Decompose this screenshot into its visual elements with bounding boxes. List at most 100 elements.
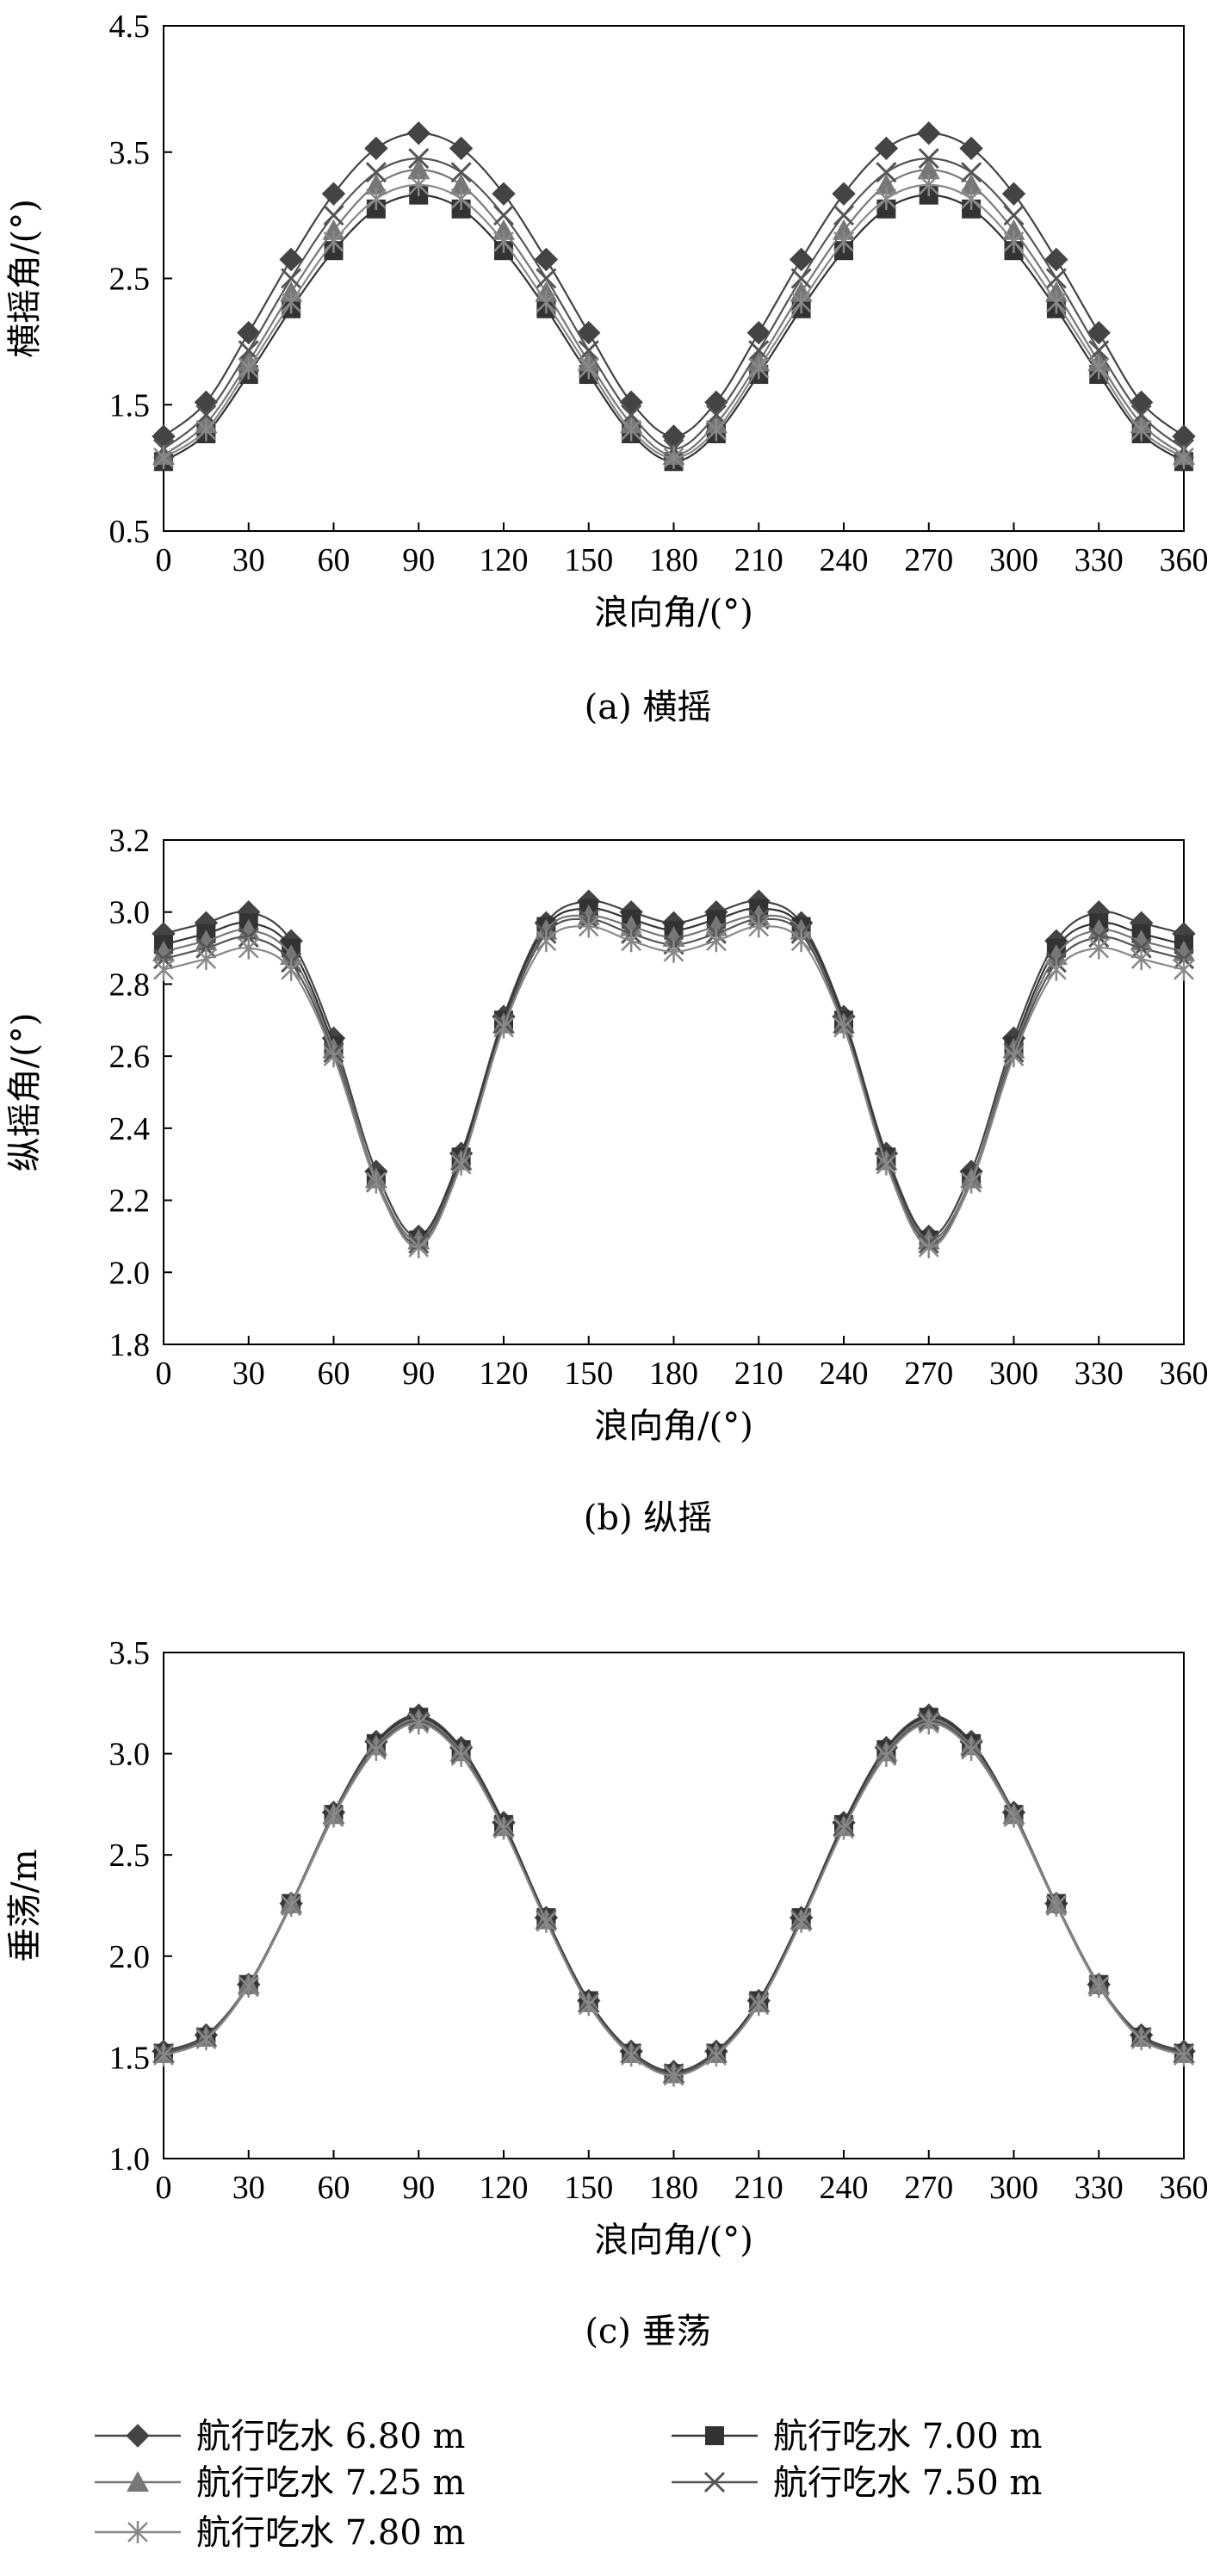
data-point	[449, 136, 474, 161]
data-point	[238, 340, 259, 361]
x-tick-label: 300	[989, 1356, 1038, 1392]
series-line	[163, 1716, 1185, 2075]
data-point	[536, 291, 557, 314]
data-point	[621, 930, 642, 953]
data-point	[536, 1910, 557, 1933]
data-point	[1130, 948, 1152, 971]
data-point	[279, 247, 303, 272]
y-tick-label: 2.2	[109, 1183, 151, 1220]
data-point	[408, 148, 430, 170]
x-tick-label: 0	[156, 2170, 172, 2206]
y-tick-label: 2.5	[109, 262, 151, 298]
data-point	[578, 340, 599, 361]
data-point	[195, 418, 217, 442]
y-tick-label: 2.0	[109, 1255, 151, 1291]
x-tick-label: 30	[232, 1356, 265, 1392]
data-point	[1087, 918, 1111, 940]
data-point	[876, 162, 897, 183]
chart-panel-0: 0 30 60 90 120 150 180 210 240 270 300 330 360 0.5 1.5…	[5, 9, 1209, 727]
data-point	[364, 136, 388, 161]
data-point	[408, 1712, 430, 1735]
y-tick-label: 2.8	[109, 967, 151, 1003]
series-line	[163, 1720, 1185, 2075]
legend-marker	[127, 2471, 149, 2492]
data-point	[323, 1805, 344, 1828]
data-point	[918, 1235, 939, 1258]
data-point	[1174, 446, 1194, 469]
y-tick-label: 3.0	[109, 895, 151, 931]
data-point	[323, 1045, 344, 1068]
data-point	[1088, 356, 1110, 380]
series-3	[152, 148, 1195, 460]
data-point	[961, 1171, 982, 1194]
data-point	[748, 340, 770, 361]
legend-marker	[126, 2424, 150, 2448]
data-point	[833, 230, 854, 253]
data-point	[1173, 940, 1195, 961]
data-point	[1003, 1805, 1025, 1828]
series-2	[152, 1708, 1195, 2084]
data-point	[449, 173, 473, 195]
chart-caption: (c) 垂荡	[585, 2312, 710, 2351]
y-tick-label: 1.0	[109, 2141, 151, 2178]
data-point	[619, 390, 643, 415]
legend-label: 航行吃水 7.80 m	[196, 2513, 465, 2553]
legend-item-1: 航行吃水 7.00 m	[672, 2417, 1042, 2456]
data-point	[1088, 1975, 1110, 1998]
data-point	[153, 2044, 174, 2067]
data-point	[408, 173, 430, 196]
data-point	[450, 162, 472, 183]
x-tick-label: 120	[480, 1356, 529, 1392]
x-tick-label: 240	[820, 542, 869, 578]
series-line	[163, 132, 1185, 438]
data-point	[876, 1744, 897, 1767]
data-point	[195, 930, 218, 951]
legend-item-2: 航行吃水 7.25 m	[95, 2463, 465, 2503]
series-line	[163, 1718, 1185, 2075]
data-point	[833, 1016, 854, 1039]
x-tick-label: 330	[1074, 2170, 1124, 2206]
legend-item-0: 航行吃水 6.80 m	[95, 2417, 465, 2456]
data-point	[1003, 230, 1025, 253]
data-point	[874, 136, 899, 161]
x-tick-label: 150	[564, 1356, 613, 1392]
x-tick-label: 0	[156, 542, 172, 578]
legend-item-4: 航行吃水 7.80 m	[95, 2513, 465, 2553]
data-point	[1001, 182, 1026, 206]
data-point	[493, 1016, 514, 1039]
x-tick-label: 60	[318, 542, 350, 578]
data-point	[918, 1712, 939, 1735]
data-point	[790, 291, 812, 314]
data-point	[195, 2028, 217, 2051]
y-tick-label: 3.5	[109, 135, 151, 171]
data-point	[365, 1738, 387, 1761]
data-point	[1045, 958, 1067, 981]
data-point	[961, 188, 982, 211]
x-tick-label: 270	[904, 2170, 953, 2206]
legend-label: 航行吃水 6.80 m	[196, 2417, 465, 2456]
data-point	[1044, 943, 1068, 965]
x-tick-label: 90	[402, 542, 435, 578]
x-tick-label: 300	[989, 2170, 1038, 2206]
x-axis-label: 浪向角/(°)	[594, 1406, 753, 1446]
data-point	[790, 930, 812, 953]
data-point	[153, 958, 174, 981]
y-tick-label: 1.8	[109, 1327, 151, 1363]
data-point	[536, 268, 557, 289]
data-point	[152, 940, 175, 961]
legend-label: 航行吃水 7.50 m	[773, 2463, 1042, 2503]
data-point	[746, 320, 771, 345]
y-tick-label: 2.4	[109, 1111, 151, 1147]
data-point	[237, 918, 260, 940]
data-point	[238, 356, 259, 380]
y-tick-label: 2.5	[109, 1838, 151, 1874]
data-point	[364, 173, 387, 195]
series-line	[163, 157, 1185, 450]
data-point	[663, 446, 684, 469]
data-point	[833, 1817, 854, 1840]
chart-panel-1: 0 30 60 90 120 150 180 210 240 270 300 330 360 1.8 2.0…	[5, 823, 1209, 1538]
legend-label: 航行吃水 7.25 m	[196, 2463, 465, 2503]
data-point	[663, 940, 684, 963]
data-point	[1088, 340, 1110, 361]
y-tick-label: 2.6	[109, 1039, 151, 1075]
